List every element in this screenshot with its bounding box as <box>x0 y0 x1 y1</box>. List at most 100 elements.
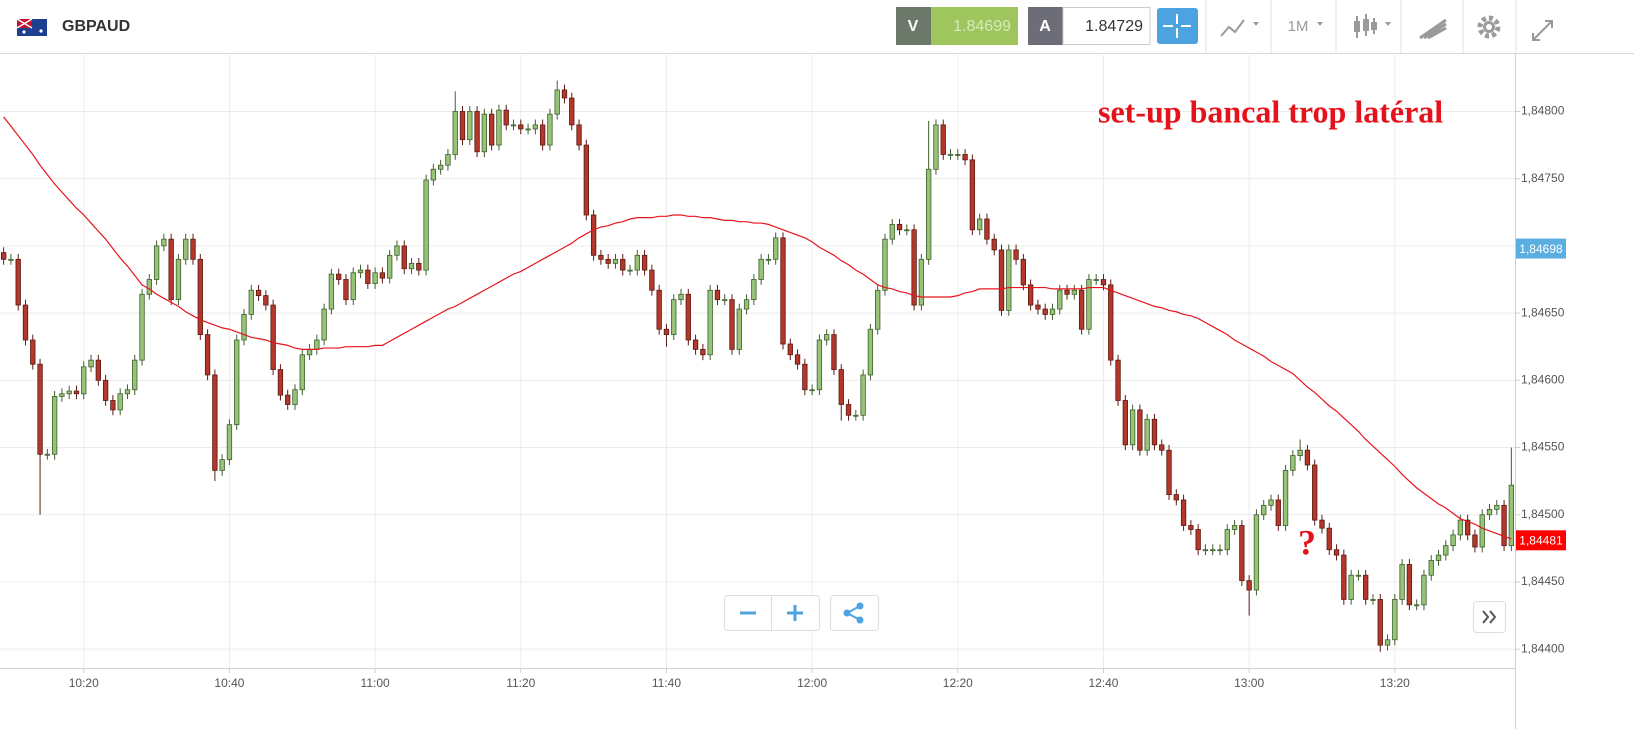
candle-body <box>875 289 881 330</box>
y-tick-label: 1,84600 <box>1521 372 1565 386</box>
timeframe[interactable]: 1M <box>1288 18 1309 35</box>
candle-body <box>139 293 145 361</box>
candle-body <box>66 390 72 395</box>
candle-body <box>860 374 866 416</box>
x-tick-label: 10:40 <box>214 676 244 690</box>
crosshair-button[interactable] <box>1157 8 1198 44</box>
candle-body <box>1253 514 1260 591</box>
toolbar-separators <box>1205 0 1517 53</box>
chart-type-button[interactable] <box>1220 19 1259 37</box>
candle-body <box>1137 409 1143 451</box>
candle-body <box>1464 519 1471 536</box>
candle-body <box>1297 449 1303 457</box>
timeframe-caret <box>1317 22 1323 26</box>
candle-body <box>1144 418 1150 451</box>
candle-body <box>1479 514 1485 548</box>
candle-body <box>838 369 844 405</box>
candle-body <box>656 289 662 330</box>
candle-body <box>146 279 152 295</box>
candle-body <box>1129 409 1136 446</box>
candle-body <box>1188 525 1194 530</box>
candle-body <box>1100 279 1107 286</box>
candle-body <box>430 168 437 181</box>
candle-body <box>1494 504 1500 510</box>
candle-body <box>1304 449 1311 466</box>
candle-body <box>1202 549 1209 552</box>
candle-style-button[interactable] <box>1354 14 1391 38</box>
candle-body <box>831 334 837 370</box>
annotation-text: set-up bancal trop latéral <box>1098 93 1443 129</box>
buy-button[interactable] <box>1028 7 1063 45</box>
sell-button[interactable] <box>896 7 931 45</box>
candle-body <box>357 269 364 274</box>
candle-body <box>496 109 502 146</box>
candle-body <box>1486 508 1493 516</box>
zoom-in-button[interactable] <box>787 605 803 621</box>
x-tick-label: 11:40 <box>652 676 681 690</box>
candle-body <box>241 314 247 341</box>
draw-tool-button[interactable] <box>1419 18 1447 40</box>
candle-body <box>714 289 721 301</box>
candle-body <box>933 124 939 170</box>
settings-button[interactable] <box>1477 15 1501 39</box>
buy-label: A <box>1039 18 1051 35</box>
candle-body <box>1355 574 1362 577</box>
candle-body <box>1057 289 1063 310</box>
x-tick-label: 12:20 <box>943 676 973 690</box>
fullscreen-button[interactable] <box>1532 20 1553 41</box>
scroll-end-button[interactable] <box>1473 601 1506 633</box>
candle-body <box>1428 560 1434 576</box>
candle-body <box>998 249 1005 311</box>
candle-body <box>51 396 58 455</box>
candle-body <box>1217 549 1223 552</box>
grid <box>0 55 1515 668</box>
candle-body <box>649 269 655 291</box>
x-tick-label: 13:00 <box>1234 676 1264 690</box>
candle-body <box>1377 599 1383 646</box>
candle-body <box>911 229 917 306</box>
candle-body <box>255 289 262 297</box>
candle-body <box>161 238 167 247</box>
candle-body <box>947 154 954 156</box>
candle-body <box>991 238 997 251</box>
candle-body <box>780 237 786 345</box>
candle-body <box>510 124 517 127</box>
candle-body <box>539 124 546 146</box>
candle-body <box>1443 545 1449 556</box>
candle-body <box>1159 444 1165 451</box>
candle-body <box>1326 527 1332 551</box>
candle-body <box>918 258 925 306</box>
candle-body <box>853 414 859 417</box>
candle-body <box>707 289 713 356</box>
candle-body <box>219 459 225 471</box>
candle-body <box>59 393 65 397</box>
candle-body <box>306 349 313 356</box>
candle-body <box>1020 258 1027 286</box>
buy-price-box[interactable] <box>1062 7 1151 45</box>
candle-body <box>940 124 946 155</box>
candle-body <box>1370 599 1376 601</box>
candle-body <box>459 111 466 141</box>
candle-body <box>423 179 429 271</box>
candle-body <box>481 113 488 153</box>
share-button[interactable] <box>843 602 864 624</box>
share-bg <box>830 595 879 631</box>
candle-body <box>37 363 43 455</box>
candle-body <box>1384 639 1391 646</box>
candle-body <box>685 293 691 341</box>
candle-body <box>401 245 407 270</box>
y-tick-label: 1,84650 <box>1521 305 1565 319</box>
candle-body <box>299 354 305 391</box>
candle-body <box>81 366 87 395</box>
candle-body <box>1093 279 1099 281</box>
candle-body <box>1421 574 1427 606</box>
candle-body <box>1078 289 1085 330</box>
candle-body <box>1268 499 1274 506</box>
sell-price-box[interactable] <box>931 7 1018 45</box>
moving-average-line <box>3 116 1512 540</box>
candle-body <box>692 339 699 350</box>
candle-body <box>1064 289 1070 295</box>
candle-body <box>343 279 349 301</box>
candle-body <box>561 89 568 99</box>
